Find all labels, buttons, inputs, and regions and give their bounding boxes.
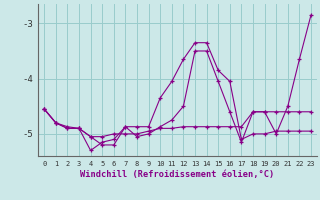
X-axis label: Windchill (Refroidissement éolien,°C): Windchill (Refroidissement éolien,°C) (80, 170, 275, 179)
